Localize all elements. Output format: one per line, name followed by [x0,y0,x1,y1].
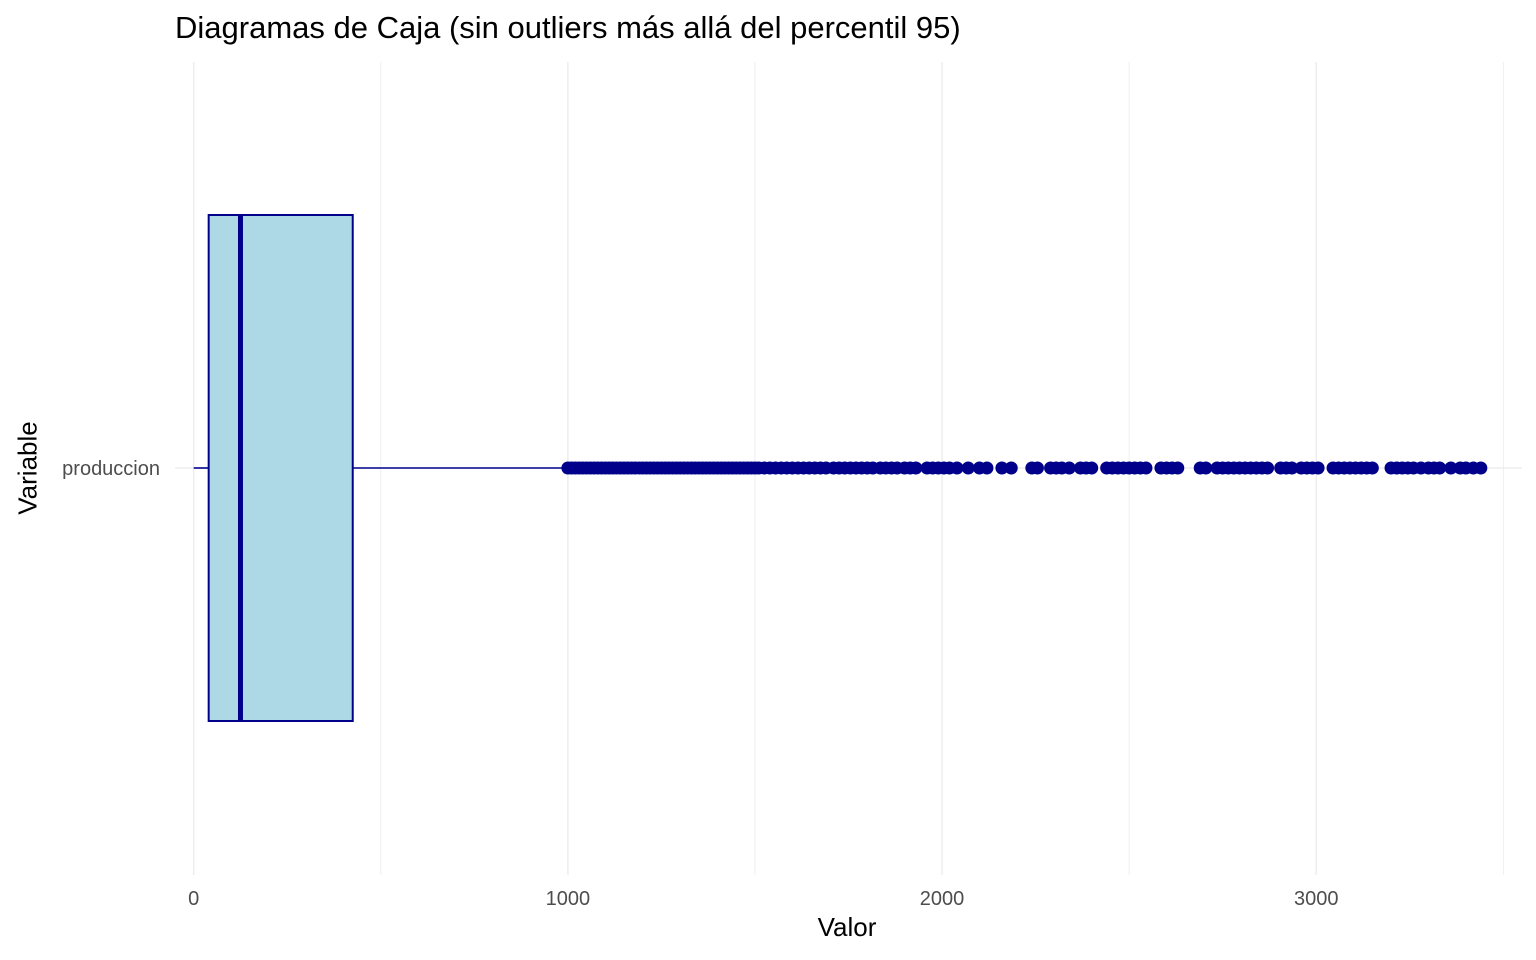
outlier-point [1311,461,1325,475]
x-tick-label: 0 [188,888,199,910]
outlier-point [1004,461,1018,475]
outlier-point [1474,461,1488,475]
outlier-point [961,461,975,475]
outlier-point [909,461,923,475]
x-axis-label: Valor [817,912,877,942]
outlier-point [1444,461,1458,475]
outlier-point [1285,461,1299,475]
outlier-point [1365,461,1379,475]
outlier-point [995,461,1009,475]
chart-title: Diagramas de Caja (sin outliers más allá… [175,10,961,45]
axes: 0 1000 2000 3000 produccion [62,458,1338,910]
outlier-point [1030,461,1044,475]
outlier-point [950,461,964,475]
outlier-point [1261,461,1275,475]
outlier-point [1085,461,1099,475]
outlier-point [1062,461,1076,475]
y-tick-label: produccion [62,458,160,480]
plot-area [193,214,1488,722]
outlier-point [1171,461,1185,475]
x-tick-label: 1000 [546,888,591,910]
x-tick-label: 3000 [1294,888,1339,910]
outlier-point [1139,461,1153,475]
outlier-point [980,461,994,475]
box-iqr [207,214,354,722]
x-tick-label: 2000 [920,888,965,910]
outlier-point [1433,461,1447,475]
outlier-point [1199,461,1213,475]
